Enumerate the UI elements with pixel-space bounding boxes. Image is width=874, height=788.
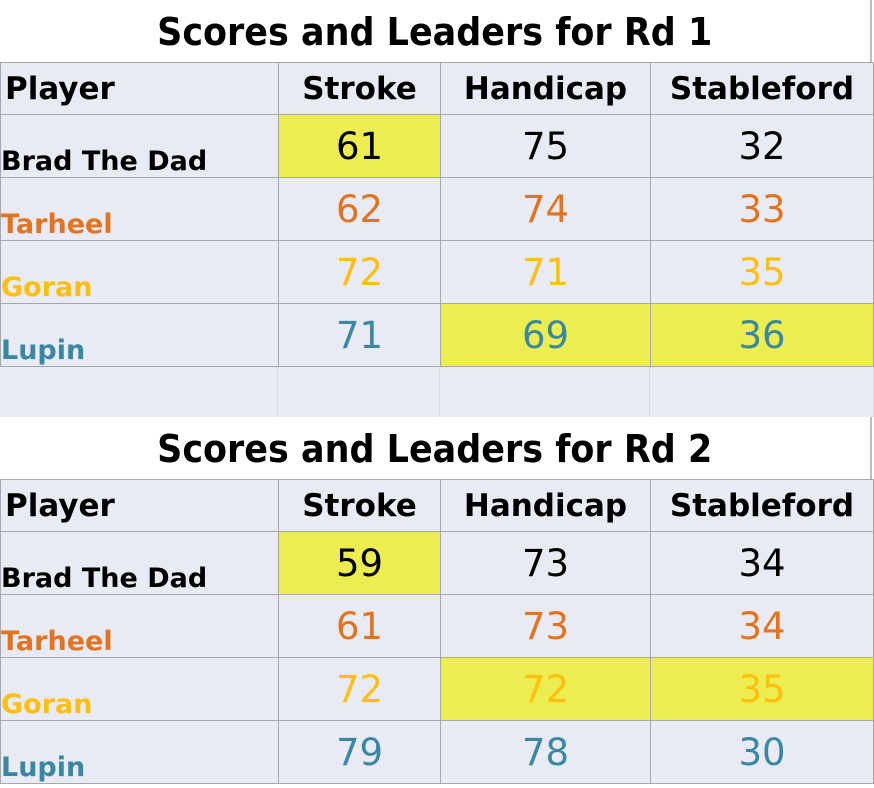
header-handicap[interactable]: Handicap <box>440 62 651 115</box>
table-row: Brad The Dad 61 75 32 <box>0 114 874 178</box>
table-row: Lupin 71 69 36 <box>0 303 874 367</box>
header-player[interactable]: Player <box>0 62 279 115</box>
stroke-score-cell[interactable]: 62 <box>278 177 441 241</box>
stroke-score-cell[interactable]: 72 <box>278 240 441 304</box>
stableford-score-leader-cell[interactable]: 35 <box>650 657 874 721</box>
table-row: Lupin 79 78 30 <box>0 720 874 784</box>
round-1-title: Scores and Leaders for Rd 1 <box>157 10 713 54</box>
handicap-score-leader-cell[interactable]: 72 <box>440 657 651 721</box>
round-2-title-cell[interactable]: Scores and Leaders for Rd 2 <box>0 417 872 479</box>
empty-cell[interactable] <box>278 367 440 417</box>
header-stableford[interactable]: Stableford <box>650 479 874 532</box>
player-name-cell[interactable]: Goran <box>0 657 279 721</box>
stroke-score-cell[interactable]: 61 <box>278 594 441 658</box>
table-row: Goran 72 72 35 <box>0 657 874 721</box>
round-1-header-row: Player Stroke Handicap Stableford <box>0 62 874 115</box>
handicap-score-cell[interactable]: 78 <box>440 720 651 784</box>
stableford-score-cell[interactable]: 35 <box>650 240 874 304</box>
player-name-cell[interactable]: Brad The Dad <box>0 114 279 178</box>
handicap-score-cell[interactable]: 73 <box>440 531 651 595</box>
round-1-title-cell[interactable]: Scores and Leaders for Rd 1 <box>0 0 872 62</box>
stroke-score-leader-cell[interactable]: 61 <box>278 114 441 178</box>
handicap-score-cell[interactable]: 74 <box>440 177 651 241</box>
stableford-score-cell[interactable]: 30 <box>650 720 874 784</box>
stableford-score-cell[interactable]: 32 <box>650 114 874 178</box>
stableford-score-cell[interactable]: 33 <box>650 177 874 241</box>
player-name-cell[interactable]: Tarheel <box>0 177 279 241</box>
player-name-cell[interactable]: Brad The Dad <box>0 531 279 595</box>
header-stableford[interactable]: Stableford <box>650 62 874 115</box>
table-row: Brad The Dad 59 73 34 <box>0 531 874 595</box>
handicap-score-cell[interactable]: 71 <box>440 240 651 304</box>
round-2-header-row: Player Stroke Handicap Stableford <box>0 479 874 532</box>
stableford-score-cell[interactable]: 34 <box>650 594 874 658</box>
header-player[interactable]: Player <box>0 479 279 532</box>
empty-cell[interactable] <box>440 367 650 417</box>
player-name-cell[interactable]: Lupin <box>0 303 279 367</box>
stroke-score-cell[interactable]: 71 <box>278 303 441 367</box>
empty-cell[interactable] <box>650 367 874 417</box>
table-row: Tarheel 61 73 34 <box>0 594 874 658</box>
empty-spacer-row <box>0 367 874 417</box>
round-2-title: Scores and Leaders for Rd 2 <box>157 427 713 471</box>
player-name-cell[interactable]: Tarheel <box>0 594 279 658</box>
handicap-score-cell[interactable]: 75 <box>440 114 651 178</box>
stableford-score-cell[interactable]: 34 <box>650 531 874 595</box>
stableford-score-leader-cell[interactable]: 36 <box>650 303 874 367</box>
header-stroke[interactable]: Stroke <box>278 62 441 115</box>
handicap-score-cell[interactable]: 73 <box>440 594 651 658</box>
handicap-score-leader-cell[interactable]: 69 <box>440 303 651 367</box>
header-stroke[interactable]: Stroke <box>278 479 441 532</box>
round-2-table: Player Stroke Handicap Stableford Brad T… <box>0 479 874 784</box>
stroke-score-leader-cell[interactable]: 59 <box>278 531 441 595</box>
header-handicap[interactable]: Handicap <box>440 479 651 532</box>
empty-cell[interactable] <box>0 367 278 417</box>
stroke-score-cell[interactable]: 79 <box>278 720 441 784</box>
table-row: Goran 72 71 35 <box>0 240 874 304</box>
table-row: Tarheel 62 74 33 <box>0 177 874 241</box>
stroke-score-cell[interactable]: 72 <box>278 657 441 721</box>
player-name-cell[interactable]: Goran <box>0 240 279 304</box>
round-1-table: Player Stroke Handicap Stableford Brad T… <box>0 62 874 367</box>
player-name-cell[interactable]: Lupin <box>0 720 279 784</box>
